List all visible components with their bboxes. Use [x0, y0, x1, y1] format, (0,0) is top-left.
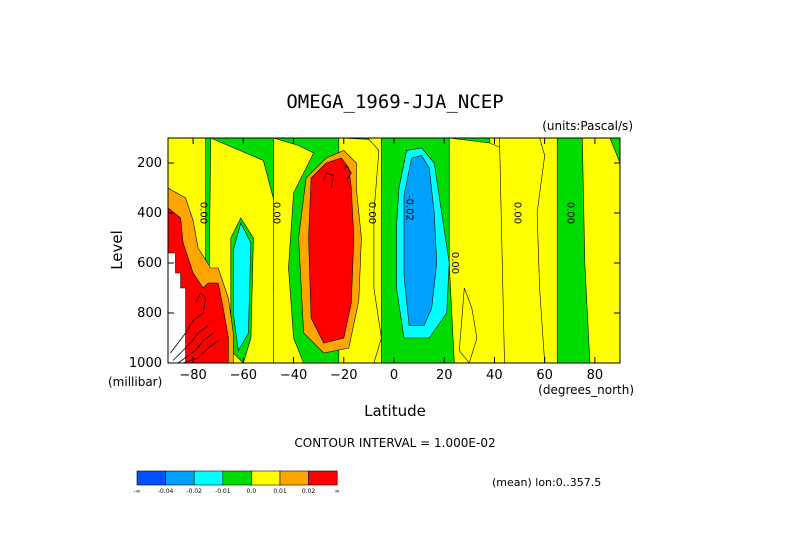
contour-label-5: 0.00	[512, 202, 523, 224]
colorbar-label-5: 0.01	[273, 488, 287, 495]
colorbar-swatch-4	[251, 470, 281, 486]
y-tick-label-4: 1000	[129, 356, 162, 371]
contour-region-16	[308, 157, 355, 344]
contour-region-8	[581, 138, 620, 363]
y-tick-label-3: 800	[137, 306, 162, 321]
contour-line-2	[177, 332, 214, 363]
contour-line-1	[172, 325, 209, 361]
contour-line-0	[170, 312, 204, 354]
contour-region-14	[168, 252, 186, 363]
colorbar-label-7: ∞	[335, 488, 340, 495]
mean-note: (mean) lon:0..357.5	[492, 476, 601, 489]
contour-region-18	[403, 155, 438, 326]
x-tick-label-6: 40	[486, 368, 503, 383]
colorbar-swatch-3	[222, 470, 252, 486]
colorbar-swatch-5	[279, 470, 309, 486]
x-axis-ticks: −80 −60 −40 −20 0 20 40 60 80	[179, 138, 603, 383]
contour-line-5	[323, 172, 335, 189]
y-axis-ticks: 200 400 600 800 1000	[129, 156, 620, 371]
y-axis-label: Level	[108, 230, 126, 270]
colorbar-label-2: -0.02	[186, 488, 202, 495]
contour-line-4	[195, 292, 207, 314]
contour-region-11	[458, 287, 478, 363]
colorbar-label-1: -0.04	[158, 488, 174, 495]
x-tick-label-8: 80	[587, 368, 604, 383]
y-unit-label: (millibar)	[108, 375, 162, 389]
chart-title: OMEGA_1969-JJA_NCEP	[286, 91, 503, 113]
colorbar-swatch-6	[308, 470, 338, 486]
contour-fill-regions	[168, 138, 620, 363]
contour-label-0: 0.00	[198, 202, 209, 224]
contour-interval-label: CONTOUR INTERVAL = 1.000E-02	[294, 436, 495, 450]
x-tick-label-5: 20	[436, 368, 453, 383]
x-axis-label: Latitude	[364, 402, 426, 420]
x-tick-label-7: 60	[536, 368, 553, 383]
colorbar-swatch-1	[165, 470, 195, 486]
colorbar-label-4: 0.0	[247, 488, 257, 495]
colorbar-label-0: -∞	[133, 488, 140, 495]
contour-label-2: 0.00	[366, 202, 377, 224]
colorbar-swatch-0	[136, 470, 166, 486]
contour-line-6	[343, 164, 352, 181]
contour-lines	[170, 164, 352, 363]
contour-label-3: -0.02	[404, 195, 415, 221]
units-label: (units:Pascal/s)	[542, 119, 633, 133]
colorbar: -∞ -0.04 -0.02 -0.01 0.0 0.01 0.02 ∞	[133, 470, 340, 495]
contour-region-7	[499, 138, 546, 363]
colorbar-swatch-2	[193, 470, 224, 486]
contour-label-1: 0.00	[271, 202, 282, 224]
contour-region-4	[273, 138, 315, 363]
y-tick-label-1: 400	[137, 206, 162, 221]
contour-label-6: 0.00	[564, 202, 575, 224]
contour-labels: 0.00 0.00 0.00 -0.02 0.00 0.00 0.00	[198, 195, 576, 274]
colorbar-label-6: 0.02	[302, 488, 316, 495]
contour-label-4: 0.00	[449, 252, 460, 274]
x-tick-label-2: −40	[280, 368, 307, 383]
contour-line-3	[182, 340, 219, 363]
contour-region-10	[233, 222, 252, 352]
x-tick-label-4: 0	[390, 368, 398, 383]
y-tick-label-0: 200	[137, 156, 162, 171]
y-tick-label-2: 600	[137, 256, 162, 271]
x-tick-label-1: −60	[230, 368, 257, 383]
x-tick-label-0: −80	[179, 368, 206, 383]
colorbar-label-3: -0.01	[215, 488, 231, 495]
x-tick-label-3: −20	[330, 368, 357, 383]
x-unit-label: (degrees_north)	[538, 383, 634, 397]
